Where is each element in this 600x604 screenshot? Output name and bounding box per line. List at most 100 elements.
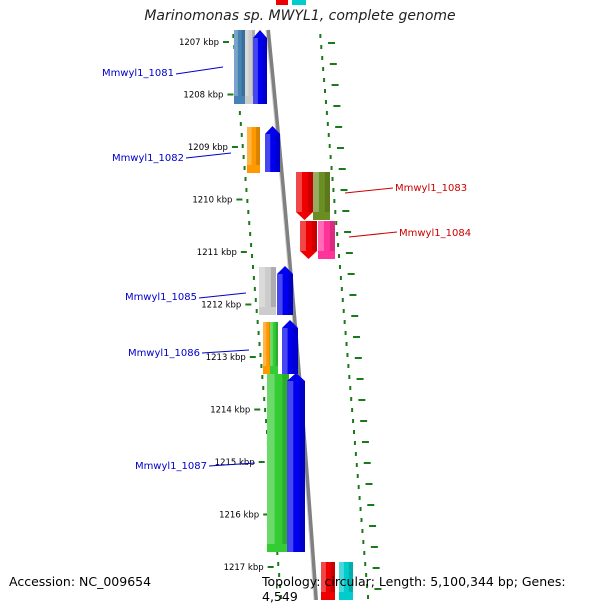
cds-1087-shine: [287, 381, 294, 552]
kbp-tick-label: 1208 kbp: [183, 91, 223, 101]
right-tick: [333, 105, 341, 107]
cds-1087: [287, 373, 305, 552]
cog-block-1081: [234, 30, 245, 104]
outline-dot: [252, 276, 255, 280]
outline-dot: [353, 441, 356, 445]
right-tick: [329, 63, 337, 65]
outline-dot: [341, 298, 344, 302]
outline-dot: [253, 287, 256, 291]
outline-dot: [258, 342, 261, 346]
cog-block-bottom-cyan-fill: [339, 562, 353, 600]
outline-dot: [256, 320, 259, 324]
outline-dot: [338, 254, 341, 258]
outline-dot: [325, 111, 328, 115]
outline-dot: [349, 386, 352, 390]
cog-block-1087: [267, 374, 289, 552]
right-tick: [344, 231, 352, 233]
outline-dot: [363, 551, 366, 555]
cog-block-top-cyan: [292, 0, 306, 5]
cds-1081-shade: [262, 38, 267, 104]
right-tick: [340, 189, 348, 191]
kbp-tick: [254, 408, 261, 411]
cog-block-1086b-shine: [270, 322, 273, 366]
outline-dot: [279, 584, 282, 588]
outline-dot: [356, 474, 359, 478]
outline-dot: [259, 353, 262, 357]
outline-dot: [367, 595, 370, 599]
outline-dot: [232, 34, 235, 38]
gene-leader-line: [348, 231, 398, 238]
outline-dot: [333, 199, 336, 203]
outline-dot: [240, 133, 243, 137]
right-tick: [369, 525, 377, 527]
outline-dot: [248, 221, 251, 225]
cds-1085: [277, 266, 293, 315]
outline-dot: [340, 287, 343, 291]
cds-1086: [282, 320, 298, 374]
right-scale-ticks: [328, 42, 382, 590]
outline-dot: [348, 375, 351, 379]
outline-dot: [280, 595, 283, 599]
kbp-tick: [223, 41, 230, 43]
cds-1084: [300, 221, 317, 259]
outline-dot: [330, 166, 333, 170]
right-tick: [365, 483, 373, 485]
feature-strip: [236, 30, 370, 600]
kbp-tick: [263, 513, 270, 516]
cds-1082-fill: [265, 126, 280, 172]
cog-block-1082-fill: [247, 127, 260, 173]
cog-block-bottom-cyan: [339, 562, 353, 600]
outline-dot: [263, 397, 266, 401]
cog-block-1082-shine: [247, 127, 252, 165]
right-tick: [374, 588, 382, 590]
kbp-tick: [240, 251, 247, 253]
kbp-tick: [249, 356, 256, 358]
cds-1085-fill: [277, 266, 293, 315]
gene-labels: Mmwyl1_1081 Mmwyl1_1082 Mmwyl1_1083 Mmwyl1_…: [102, 66, 471, 472]
kbp-tick: [236, 198, 243, 201]
gene-label: Mmwyl1_1082: [112, 153, 184, 164]
outline-dot: [364, 562, 367, 566]
cog-block-1081-shine: [234, 30, 238, 96]
cog-block-1083-shine: [313, 172, 319, 212]
outline-dot: [244, 177, 247, 181]
cog-block-1082-shade: [256, 127, 260, 165]
outline-dot: [260, 364, 263, 368]
kbp-tick: [267, 566, 274, 568]
right-tick: [351, 315, 359, 317]
kbp-tick-label: 1217 kbp: [224, 563, 264, 573]
cog-block-1081-fill: [234, 30, 245, 104]
right-tick: [372, 567, 380, 569]
outline-dot: [254, 298, 257, 302]
cds-1087-fill: [287, 373, 305, 552]
kbp-tick-label: 1212 kbp: [201, 301, 241, 311]
outline-dot: [251, 254, 254, 258]
right-tick: [347, 273, 355, 275]
outline-dot: [331, 177, 334, 181]
cog-block-1086b-shade: [275, 322, 278, 366]
cog-block-1086b: [270, 322, 278, 374]
cds-1084-shine: [300, 221, 306, 251]
outline-dot: [249, 232, 252, 236]
outline-dot: [350, 397, 353, 401]
outline-dot: [335, 221, 338, 225]
cog-block-1081b-shine: [245, 30, 249, 96]
outline-dot: [329, 155, 332, 159]
cds-bottom-red-shade: [330, 562, 335, 592]
accession-label: Accession: NC_009654: [9, 574, 152, 589]
cog-block-1085-shade: [270, 267, 276, 307]
outline-dot: [361, 529, 364, 533]
cds-bottom-red: [321, 562, 335, 600]
outline-dot: [354, 452, 357, 456]
cog-block-top-cyan-fill: [292, 0, 306, 5]
cog-block-1085-shine: [259, 267, 265, 307]
cds-1084-shade: [311, 221, 317, 251]
right-tick: [356, 378, 364, 380]
right-tick: [336, 147, 344, 149]
cds-1085-shade: [288, 274, 293, 315]
outline-dot: [366, 584, 369, 588]
outline-dot: [246, 199, 249, 203]
right-dotted-outline: [319, 34, 370, 599]
gene-label: Mmwyl1_1081: [102, 68, 174, 79]
